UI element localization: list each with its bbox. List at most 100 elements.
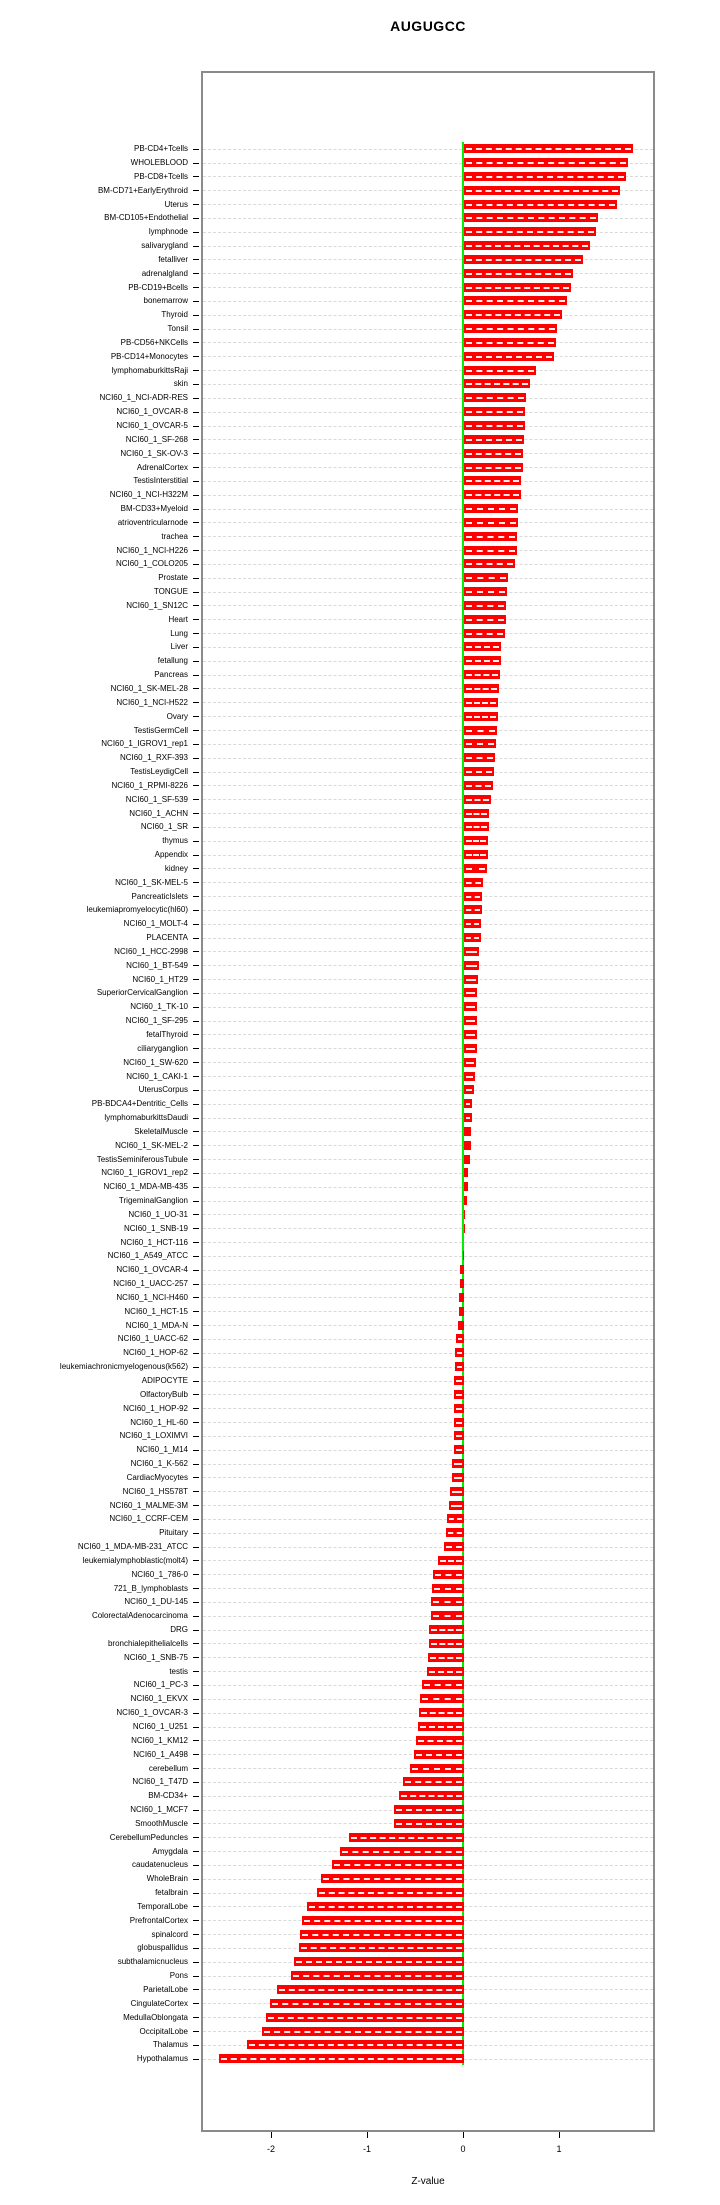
category-label: NCI60_1_TK-10 xyxy=(130,1002,188,1011)
y-axis-tick xyxy=(193,896,199,897)
y-axis-tick xyxy=(193,1187,199,1188)
bar-center-dash xyxy=(423,1683,462,1686)
bar xyxy=(464,836,488,845)
category-label: CingulateCortex xyxy=(130,1999,188,2008)
category-label: skin xyxy=(173,379,188,388)
bar xyxy=(306,1902,464,1911)
row-gridline xyxy=(203,1076,653,1077)
row-gridline xyxy=(203,412,653,413)
bar-center-dash xyxy=(466,438,523,441)
category-label: NCI60_1_A549_ATCC xyxy=(107,1251,188,1260)
bar xyxy=(455,1362,464,1371)
bar xyxy=(464,781,493,790)
row-gridline xyxy=(203,868,653,869)
bar xyxy=(428,1625,464,1634)
bar-center-dash xyxy=(466,230,595,233)
bar-center-dash xyxy=(466,604,505,607)
bar-center-dash xyxy=(466,203,616,206)
bar xyxy=(464,338,556,347)
category-label: PB-CD8+Tcells xyxy=(133,172,188,181)
plot-area xyxy=(201,71,655,2132)
bar-center-dash xyxy=(435,1573,462,1576)
bar xyxy=(464,822,489,831)
bar xyxy=(464,1224,465,1233)
category-label: PB-CD56+NKCells xyxy=(120,338,188,347)
row-gridline xyxy=(203,1062,653,1063)
y-axis-tick xyxy=(193,1477,199,1478)
bar xyxy=(300,1930,464,1939)
bar-center-dash xyxy=(404,1780,462,1783)
row-gridline xyxy=(203,1408,653,1409)
category-label: TemporalLobe xyxy=(137,1902,188,1911)
y-axis-tick xyxy=(193,1948,199,1949)
row-gridline xyxy=(203,1021,653,1022)
bar xyxy=(464,393,527,402)
row-gridline xyxy=(203,246,653,247)
bar xyxy=(449,1487,464,1496)
bar-center-dash xyxy=(466,687,498,690)
bar-center-dash xyxy=(466,756,493,759)
y-axis-tick xyxy=(193,1021,199,1022)
bar xyxy=(464,684,500,693)
y-axis-tick xyxy=(193,1962,199,1963)
row-gridline xyxy=(203,951,653,952)
bar xyxy=(464,213,599,222)
category-label: NCI60_1_SN12C xyxy=(126,601,188,610)
category-label: Pons xyxy=(169,1971,188,1980)
category-label: fetalbrain xyxy=(155,1888,188,1897)
y-axis-tick xyxy=(193,1339,199,1340)
y-axis-tick xyxy=(193,273,199,274)
bar xyxy=(438,1556,464,1565)
bar xyxy=(464,310,562,319)
y-axis-tick xyxy=(193,1159,199,1160)
category-label: AdrenalCortex xyxy=(136,463,188,472)
bar-center-dash xyxy=(466,618,505,621)
y-axis-tick xyxy=(193,1630,199,1631)
bar xyxy=(464,518,518,527)
category-label: kidney xyxy=(164,864,188,873)
bar xyxy=(464,158,628,167)
y-axis-tick xyxy=(193,675,199,676)
category-label: Ovary xyxy=(166,712,188,721)
bar-center-dash xyxy=(440,1559,462,1562)
bar xyxy=(464,726,497,735)
bar-center-dash xyxy=(333,1863,462,1866)
bar-center-dash xyxy=(396,1822,462,1825)
category-label: NCI60_1_CCRF-CEM xyxy=(109,1514,188,1523)
bar-center-dash xyxy=(466,798,489,801)
bar-center-dash xyxy=(457,1351,462,1354)
y-axis-tick xyxy=(193,1242,199,1243)
category-label: NCI60_1_HT29 xyxy=(132,975,188,984)
row-gridline xyxy=(203,924,653,925)
category-label: NCI60_1_DU-145 xyxy=(124,1597,188,1606)
y-axis-tick xyxy=(193,2045,199,2046)
category-label: Liver xyxy=(170,642,188,651)
bar xyxy=(464,324,557,333)
x-axis-title: Z-value xyxy=(411,2176,445,2187)
bar xyxy=(331,1860,464,1869)
y-axis-tick xyxy=(193,384,199,385)
row-gridline xyxy=(203,1214,653,1215)
bar-center-dash xyxy=(466,299,565,302)
row-gridline xyxy=(203,1311,653,1312)
row-gridline xyxy=(203,1574,653,1575)
y-axis-tick xyxy=(193,1118,199,1119)
bar xyxy=(464,809,489,818)
bar-center-dash xyxy=(248,2043,462,2046)
category-label: NCI60_1_HCC-2998 xyxy=(114,947,188,956)
category-label: bronchialepithelialcells xyxy=(107,1639,188,1648)
bar xyxy=(419,1708,464,1717)
bar-center-dash xyxy=(466,313,560,316)
y-axis-tick xyxy=(193,550,199,551)
bar-center-dash xyxy=(428,1670,462,1673)
bar xyxy=(451,1473,464,1482)
category-label: ADIPOCYTE xyxy=(141,1376,188,1385)
y-axis-tick xyxy=(193,938,199,939)
y-axis-tick xyxy=(193,2031,199,2032)
y-axis-tick xyxy=(193,163,199,164)
bar xyxy=(464,1168,468,1177)
y-axis-tick xyxy=(193,439,199,440)
category-label: TONGUE xyxy=(153,587,188,596)
category-label: leukemiachronicmyelogenous(k562) xyxy=(59,1362,188,1371)
y-axis-tick xyxy=(193,1547,199,1548)
